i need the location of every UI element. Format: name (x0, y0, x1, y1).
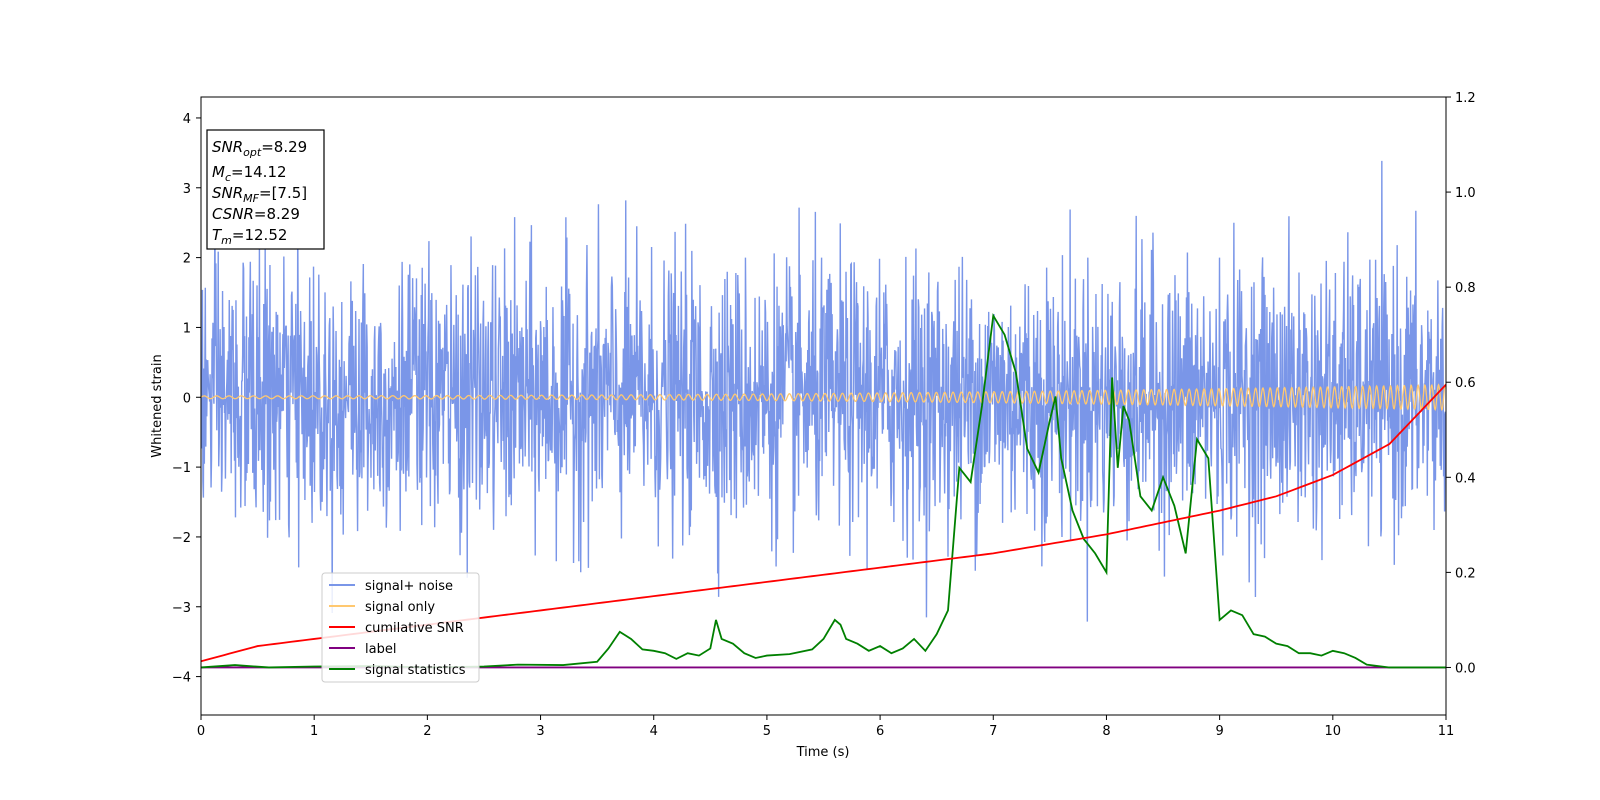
x-tick-label: 6 (876, 724, 884, 739)
y2-tick-label: 0.0 (1455, 661, 1476, 676)
legend-label: signal only (365, 600, 435, 615)
y2-tick-label: 1.2 (1455, 91, 1476, 106)
x-axis: 0 1 2 3 4 5 6 7 8 9 10 11 (197, 715, 1454, 739)
info-box-line: SNRopt=8.29 (212, 138, 307, 159)
y-axis-label: Whitened strain (150, 354, 165, 457)
x-tick-label: 11 (1438, 724, 1455, 739)
y-axis-right: 0.0 0.2 0.4 0.6 0.8 1.0 1.2 (1446, 91, 1476, 676)
signal-plus-noise-line (201, 160, 1446, 622)
y2-tick-label: 1.0 (1455, 186, 1476, 201)
x-tick-label: 5 (763, 724, 771, 739)
x-tick-label: 8 (1102, 724, 1110, 739)
x-tick-label: 10 (1325, 724, 1342, 739)
x-tick-label: 3 (536, 724, 544, 739)
info-box-line: SNRMF=[7.5] (212, 184, 307, 205)
y2-tick-label: 0.2 (1455, 566, 1476, 581)
legend: signal+ noise signal only cumilative SNR la… (321, 572, 480, 683)
legend-label: label (365, 642, 396, 657)
info-box-line: Tm=12.52 (212, 226, 287, 247)
plot-frame (200, 96, 1447, 716)
y-tick-label: −1 (172, 461, 191, 476)
signal-only-line (201, 383, 1446, 412)
info-box-line: CSNR=8.29 (212, 205, 300, 223)
y-tick-label: −3 (172, 601, 191, 616)
x-tick-label: 1 (310, 724, 318, 739)
x-tick-label: 9 (1215, 724, 1223, 739)
x-tick-label: 4 (650, 724, 658, 739)
legend-frame (321, 572, 480, 683)
legend-label: signal+ noise (365, 579, 453, 594)
y2-tick-label: 0.8 (1455, 281, 1476, 296)
y-tick-label: 0 (183, 391, 191, 406)
x-tick-label: 0 (197, 724, 205, 739)
x-tick-label: 7 (989, 724, 997, 739)
y-tick-label: −4 (172, 671, 191, 686)
y-tick-label: 3 (183, 182, 191, 197)
x-axis-label: Time (s) (796, 745, 850, 760)
y-tick-label: −2 (172, 531, 191, 546)
x-tick-label: 2 (423, 724, 431, 739)
info-box-frame (206, 129, 325, 250)
y-tick-label: 2 (183, 252, 191, 267)
series-signal-only (201, 383, 1446, 412)
y2-tick-label: 0.4 (1455, 471, 1476, 486)
series-signal-plus-noise (201, 160, 1446, 622)
y2-tick-label: 0.6 (1455, 376, 1476, 391)
signal-statistics-line (201, 312, 1446, 669)
y-tick-label: 4 (183, 112, 191, 127)
y-axis-left: 4 3 2 1 0 −1 −2 −3 −4 (172, 112, 201, 686)
legend-label: signal statistics (365, 663, 466, 678)
y-tick-label: 1 (183, 321, 191, 336)
legend-label: cumilative SNR (365, 621, 464, 636)
info-box-line: Mc=14.12 (212, 163, 287, 184)
